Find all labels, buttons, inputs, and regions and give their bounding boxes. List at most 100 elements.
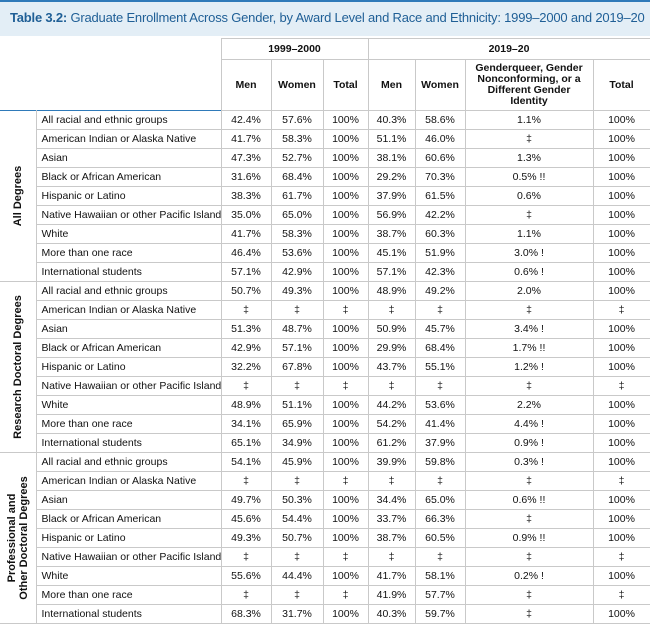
value-cell-t19: 100% [592,452,650,472]
period-header-row: 1999–2000 2019–20 [0,38,650,60]
race-label: American Indian or Alaska Native [35,129,222,149]
value-cell-t19: 100% [592,262,650,282]
table-row: American Indian or Alaska Native 41.7% 58.… [0,129,650,149]
value-cell-w19: 60.6% [414,148,466,168]
value-cell-m99: 68.3% [220,604,272,624]
value-cell-m19: 54.2% [367,414,416,434]
value-cell-w19: 57.7% [414,585,466,605]
value-cell-t19: 100% [592,319,650,339]
value-cell-t19: 100% [592,243,650,263]
value-cell-t99: 100% [322,243,369,263]
value-cell-g19: ‡ [464,471,594,491]
race-label: All racial and ethnic groups [35,110,222,130]
table-row: International students 68.3% 31.7% 100% 40.3… [0,604,650,624]
table-row: International students 65.1% 34.9% 100% 61.2… [0,433,650,453]
value-cell-m19: 29.2% [367,167,416,187]
value-cell-g19: ‡ [464,509,594,529]
value-cell-w19: 58.6% [414,110,466,130]
value-cell-m19: ‡ [367,300,416,320]
value-cell-t19: 100% [592,205,650,225]
value-cell-t99: 100% [322,338,369,358]
race-label: More than one race [35,414,222,434]
value-cell-t99: ‡ [322,300,369,320]
table-row: More than one race ‡ ‡ ‡ 41.9% 57.7% ‡ ‡ [0,585,650,605]
value-cell-m19: 38.7% [367,224,416,244]
value-cell-t19: 100% [592,186,650,206]
value-cell-w99: 58.3% [270,224,324,244]
value-cell-w19: 61.5% [414,186,466,206]
col-women-1999: Women [270,59,324,111]
table-row: More than one race 34.1% 65.9% 100% 54.2% 41.… [0,414,650,434]
value-cell-t99: 100% [322,528,369,548]
value-cell-w99: 48.7% [270,319,324,339]
group-label-cell: Research Doctoral Degrees [0,281,37,453]
value-cell-t99: 100% [322,148,369,168]
value-cell-m19: 61.2% [367,433,416,453]
value-cell-w19: ‡ [414,471,466,491]
table-row: Research Doctoral Degrees All racial and … [0,281,650,453]
value-cell-w19: 42.3% [414,262,466,282]
value-cell-m19: 51.1% [367,129,416,149]
table-body: All Degrees All racial and ethnic groups 4… [0,110,650,624]
value-cell-g19: 1.1% [464,224,594,244]
value-cell-g19: 1.1% [464,110,594,130]
race-label: White [35,395,222,415]
value-cell-w19: 58.1% [414,566,466,586]
value-cell-g19: 3.4% ! [464,319,594,339]
value-cell-t19: 100% [592,338,650,358]
blank-header [0,39,221,60]
value-cell-g19: 3.0% ! [464,243,594,263]
table-row: Hispanic or Latino 49.3% 50.7% 100% 38.7% 60.… [0,528,650,548]
value-cell-t99: ‡ [322,547,369,567]
col-genderqueer-2019: Genderqueer, Gender Nonconforming, or a … [464,59,594,111]
value-cell-w99: 42.9% [270,262,324,282]
col-men-2019: Men [367,59,416,111]
value-cell-t99: 100% [322,205,369,225]
value-cell-m19: 29.9% [367,338,416,358]
value-cell-w99: 58.3% [270,129,324,149]
value-cell-t99: 100% [322,566,369,586]
enrollment-table: 1999–2000 2019–20 Men Women Total Men Wo… [0,38,650,624]
race-label: More than one race [35,243,222,263]
value-cell-m19: 40.3% [367,110,416,130]
value-cell-w99: 50.3% [270,490,324,510]
group-label-line: Professional and [5,493,18,583]
value-cell-t19: 100% [592,281,650,301]
value-cell-w99: 54.4% [270,509,324,529]
race-label: Black or African American [35,167,222,187]
table-row: Asian 51.3% 48.7% 100% 50.9% 45.7% 3.4% ! 100% [0,319,650,339]
col-women-2019: Women [414,59,466,111]
race-label: Asian [35,148,222,168]
column-header-row: Men Women Total Men Women Genderqueer, G… [0,59,650,111]
value-cell-t99: 100% [322,319,369,339]
value-cell-m19: 39.9% [367,452,416,472]
race-label: White [35,224,222,244]
value-cell-m19: 40.3% [367,604,416,624]
value-cell-m99: ‡ [220,376,272,396]
value-cell-t99: 100% [322,186,369,206]
group-label: Research Doctoral Degrees [11,295,24,439]
value-cell-w19: 55.1% [414,357,466,377]
title-bar: Table 3.2: Graduate Enrollment Across Ge… [0,0,650,36]
race-label: More than one race [35,585,222,605]
value-cell-w19: 37.9% [414,433,466,453]
table-row: White 41.7% 58.3% 100% 38.7% 60.3% 1.1% 100% [0,224,650,244]
blank-header [0,60,221,111]
value-cell-m99: 50.7% [220,281,272,301]
value-cell-w19: ‡ [414,300,466,320]
group-label-line: Other Doctoral Degrees [17,476,30,600]
value-cell-m99: 47.3% [220,148,272,168]
value-cell-m19: 56.9% [367,205,416,225]
value-cell-w19: 42.2% [414,205,466,225]
value-cell-m19: 33.7% [367,509,416,529]
table-row: White 48.9% 51.1% 100% 44.2% 53.6% 2.2% 100% [0,395,650,415]
table-row: Asian 47.3% 52.7% 100% 38.1% 60.6% 1.3% 100% [0,148,650,168]
value-cell-w19: 60.3% [414,224,466,244]
value-cell-m19: 48.9% [367,281,416,301]
table-title: Table 3.2: Graduate Enrollment Across Ge… [10,10,645,25]
value-cell-g19: 0.5% !! [464,167,594,187]
value-cell-m99: ‡ [220,547,272,567]
race-label: International students [35,262,222,282]
value-cell-w19: 65.0% [414,490,466,510]
value-cell-g19: ‡ [464,129,594,149]
